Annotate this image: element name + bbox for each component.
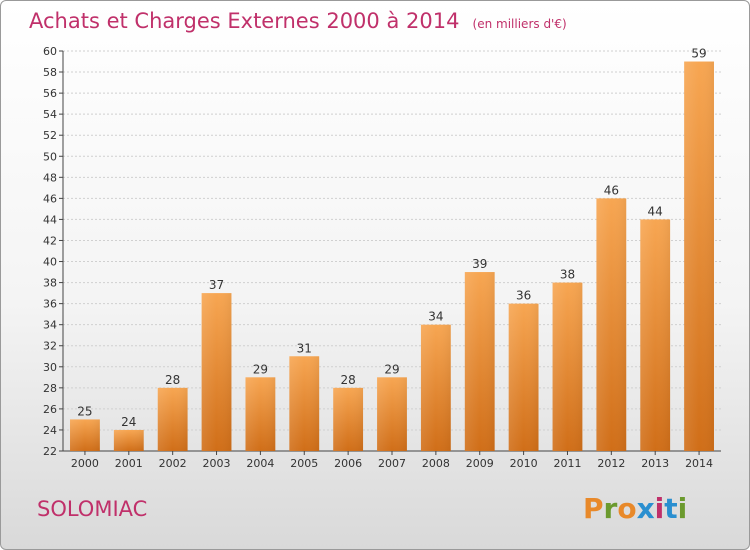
y-tick-label: 30: [43, 361, 57, 374]
y-tick-label: 38: [43, 277, 57, 290]
data-label-2001: 24: [121, 415, 136, 429]
x-tick-label-2008: 2008: [422, 457, 450, 470]
y-tick-label: 46: [43, 192, 57, 205]
logo-letter: P: [583, 492, 604, 525]
y-tick-label: 44: [43, 213, 57, 226]
bar-shine-2011: [552, 282, 583, 451]
y-tick-label: 36: [43, 298, 57, 311]
x-tick-label-2012: 2012: [597, 457, 625, 470]
bar-shine-2010: [508, 303, 539, 451]
bar-shine-2004: [245, 377, 276, 451]
chart-title-main: Achats et Charges Externes 2000 à 2014: [29, 9, 459, 33]
proxiti-logo: Proxiti: [583, 492, 687, 525]
data-label-2003: 37: [209, 278, 224, 292]
x-tick-label-2014: 2014: [685, 457, 713, 470]
y-tick-label: 58: [43, 66, 57, 79]
chart-title-unit: (en milliers d'€): [473, 17, 567, 31]
x-tick-label-2000: 2000: [71, 457, 99, 470]
y-tick-label: 32: [43, 340, 57, 353]
data-label-2009: 39: [472, 257, 487, 271]
data-label-2002: 28: [165, 373, 180, 387]
commune-name: SOLOMIAC: [37, 497, 147, 521]
y-tick-label: 48: [43, 171, 57, 184]
y-tick-label: 52: [43, 129, 57, 142]
chart-title: Achats et Charges Externes 2000 à 2014 (…: [29, 9, 567, 33]
logo-letter: t: [664, 492, 677, 525]
bar-shine-2003: [201, 293, 232, 451]
data-label-2005: 31: [297, 341, 312, 355]
data-label-2008: 34: [428, 310, 443, 324]
bar-shine-2005: [289, 356, 320, 451]
y-tick-label: 50: [43, 150, 57, 163]
y-tick-label: 26: [43, 403, 57, 416]
y-tick-label: 28: [43, 382, 57, 395]
bar-shine-2002: [157, 387, 188, 451]
x-tick-label-2002: 2002: [159, 457, 187, 470]
data-label-2000: 25: [77, 404, 92, 418]
data-label-2013: 44: [648, 204, 663, 218]
x-tick-label-2011: 2011: [553, 457, 581, 470]
bar-shine-2006: [333, 387, 364, 451]
bar-shine-2008: [420, 324, 451, 451]
bar-shine-2001: [113, 429, 144, 451]
y-tick-label: 60: [43, 45, 57, 58]
data-label-2014: 59: [691, 47, 706, 61]
x-tick-label-2005: 2005: [290, 457, 318, 470]
logo-letter: i: [678, 492, 688, 525]
y-tick-label: 42: [43, 234, 57, 247]
data-label-2010: 36: [516, 289, 531, 303]
data-label-2012: 46: [604, 183, 619, 197]
y-tick-label: 34: [43, 319, 57, 332]
x-tick-label-2007: 2007: [378, 457, 406, 470]
x-tick-label-2009: 2009: [466, 457, 494, 470]
bar-shine-2014: [684, 61, 714, 452]
x-tick-label-2006: 2006: [334, 457, 362, 470]
bar-shine-2000: [70, 419, 100, 451]
data-label-2006: 28: [340, 373, 355, 387]
bars: [70, 61, 714, 452]
y-tick-label: 24: [43, 424, 57, 437]
x-tick-label-2003: 2003: [203, 457, 231, 470]
bar-shine-2012: [596, 198, 627, 451]
logo-letter: r: [604, 492, 618, 525]
logo-letter: x: [637, 492, 655, 525]
y-tick-label: 40: [43, 256, 57, 269]
bar-shine-2013: [640, 219, 671, 451]
y-tick-label: 54: [43, 108, 57, 121]
data-labels: 25 24 28 37 29 31 28 29 34 39 36 38 46 44 59: [77, 47, 706, 429]
x-tick-label-2001: 2001: [115, 457, 143, 470]
data-label-2011: 38: [560, 268, 575, 282]
x-tick-label-2004: 2004: [246, 457, 274, 470]
logo-letter: i: [655, 492, 665, 525]
x-tick-label-2010: 2010: [510, 457, 538, 470]
bar-shine-2007: [377, 377, 407, 451]
y-tick-label: 56: [43, 87, 57, 100]
logo-letter: o: [617, 492, 636, 525]
data-label-2004: 29: [253, 362, 268, 376]
bar-shine-2009: [464, 272, 495, 451]
y-tick-label: 22: [43, 445, 57, 458]
x-tick-label-2013: 2013: [641, 457, 669, 470]
data-label-2007: 29: [384, 362, 399, 376]
